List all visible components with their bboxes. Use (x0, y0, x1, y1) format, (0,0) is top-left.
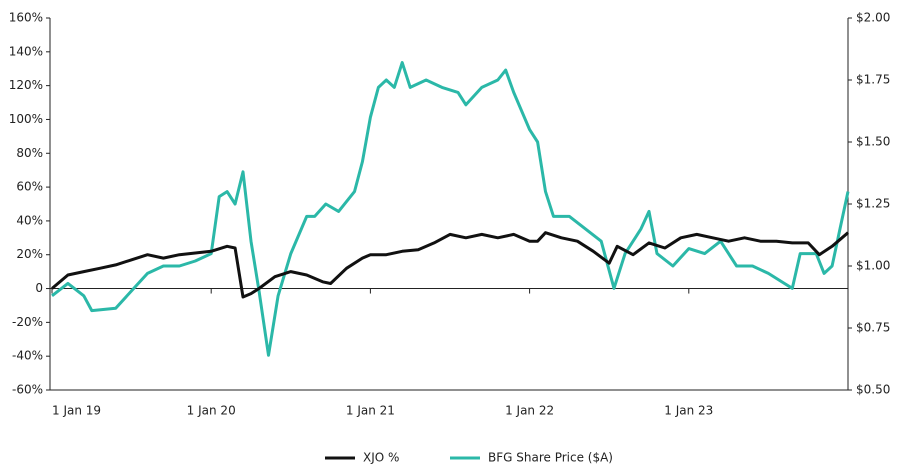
legend-label: BFG Share Price ($A) (488, 451, 613, 465)
y-tick-label: 120% (9, 78, 43, 92)
y2-tick-label: $2.00 (856, 11, 890, 25)
y2-tick-label: $0.50 (856, 383, 890, 397)
y-tick-label: 40% (16, 213, 43, 227)
x-tick-label: 1 Jan 22 (505, 404, 554, 418)
series-line (51, 61, 850, 357)
y2-tick-label: $0.75 (856, 321, 890, 335)
y2-tick-label: $1.00 (856, 259, 890, 273)
y2-tick-label: $1.75 (856, 73, 890, 87)
y-tick-label: -60% (12, 383, 43, 397)
x-tick-label: 1 Jan 20 (187, 404, 236, 418)
y-tick-label: -40% (12, 349, 43, 363)
x-tick-label: 1 Jan 19 (52, 404, 101, 418)
y-tick-label: 20% (16, 247, 43, 261)
y-tick-label: 0 (35, 281, 43, 295)
series-line (51, 231, 849, 299)
y-tick-label: 80% (16, 146, 43, 160)
y-tick-label: 160% (9, 11, 43, 25)
legend-label: XJO % (363, 451, 399, 465)
y-tick-label: 140% (9, 44, 43, 58)
y2-tick-label: $1.50 (856, 135, 890, 149)
y-tick-label: 100% (9, 112, 43, 126)
x-tick-label: 1 Jan 21 (346, 404, 395, 418)
y-tick-label: -20% (12, 315, 43, 329)
x-tick-label: 1 Jan 23 (664, 404, 713, 418)
y2-tick-label: $1.25 (856, 197, 890, 211)
y-tick-label: 60% (16, 180, 43, 194)
